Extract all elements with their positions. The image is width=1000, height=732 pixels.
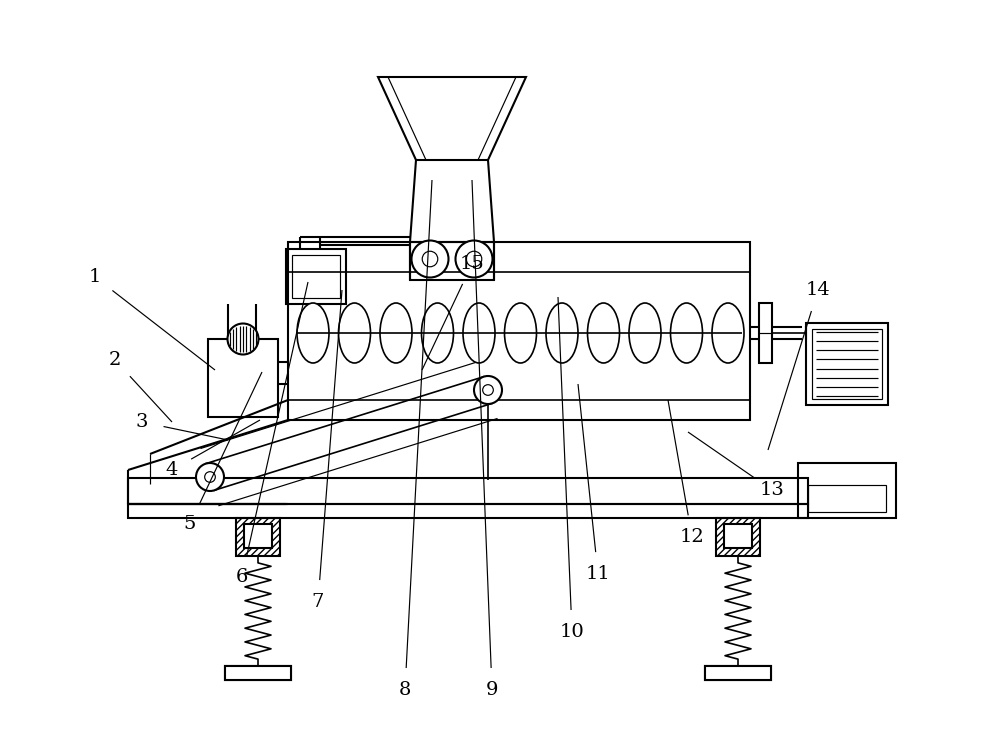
Text: 4: 4	[166, 461, 178, 479]
Ellipse shape	[629, 303, 661, 363]
Bar	[128, 504, 808, 518]
Bar	[286, 249, 346, 304]
Bar	[225, 666, 291, 680]
Bar	[806, 323, 888, 405]
Ellipse shape	[338, 303, 370, 363]
Bar	[236, 518, 280, 556]
Bar	[705, 666, 771, 680]
Bar	[208, 339, 278, 417]
Text: 10: 10	[560, 623, 584, 641]
Bar	[759, 303, 772, 363]
Bar	[808, 485, 886, 512]
Ellipse shape	[712, 303, 744, 363]
Text: 2: 2	[109, 351, 121, 369]
Bar	[128, 478, 808, 504]
Text: 3: 3	[136, 413, 148, 431]
Ellipse shape	[297, 303, 329, 363]
Ellipse shape	[588, 303, 620, 363]
Text: 12: 12	[680, 528, 704, 546]
Ellipse shape	[422, 303, 454, 363]
Text: 6: 6	[236, 568, 248, 586]
Bar	[288, 242, 750, 420]
Bar	[292, 255, 340, 298]
Text: 8: 8	[399, 681, 411, 699]
Text: 5: 5	[184, 515, 196, 533]
Text: 14: 14	[806, 281, 830, 299]
Text: 1: 1	[89, 268, 101, 286]
Text: 9: 9	[486, 681, 498, 699]
Circle shape	[474, 376, 502, 404]
Circle shape	[196, 463, 224, 491]
Bar	[410, 242, 494, 280]
Ellipse shape	[546, 303, 578, 363]
Bar	[798, 463, 896, 518]
Bar	[225, 666, 291, 680]
Bar	[244, 524, 272, 548]
Text: 13: 13	[760, 481, 784, 499]
Text: 11: 11	[586, 565, 610, 583]
Bar	[812, 329, 882, 399]
Ellipse shape	[505, 303, 536, 363]
Ellipse shape	[463, 303, 495, 363]
Ellipse shape	[380, 303, 412, 363]
Bar	[705, 666, 771, 680]
Circle shape	[455, 241, 492, 277]
Bar	[716, 518, 760, 556]
Text: 7: 7	[312, 593, 324, 611]
Circle shape	[228, 324, 258, 354]
Bar	[724, 524, 752, 548]
Ellipse shape	[670, 303, 702, 363]
Circle shape	[412, 241, 448, 277]
Text: 15: 15	[460, 255, 484, 273]
